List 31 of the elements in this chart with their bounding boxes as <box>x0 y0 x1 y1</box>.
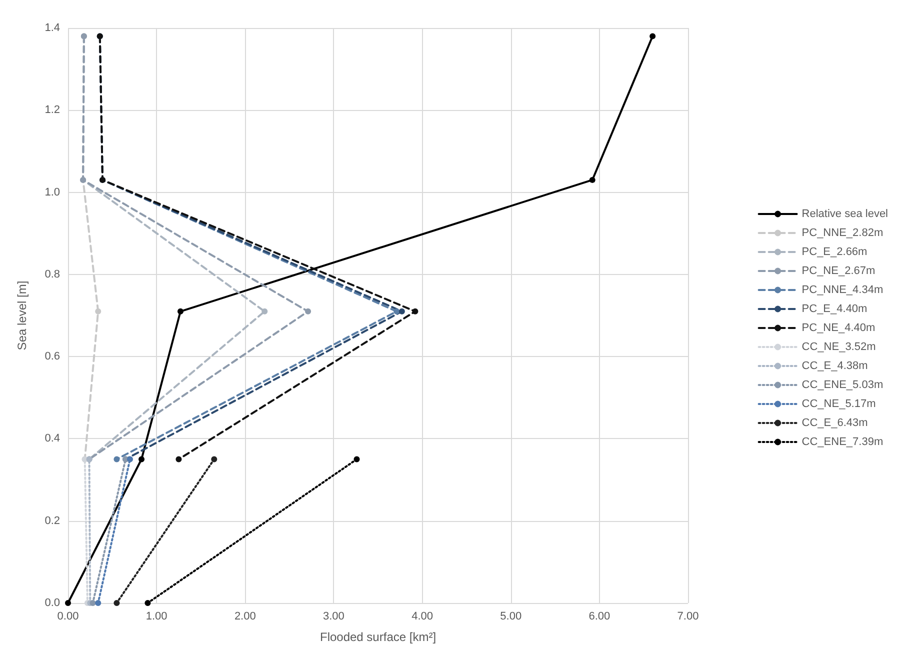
x-tick-label: 4.00 <box>412 610 433 622</box>
y-tick-label: 1.2 <box>44 104 60 116</box>
x-tick-label: 2.00 <box>234 610 256 622</box>
legend-label: CC_NE_5.17m <box>802 398 876 410</box>
legend-label: CC_E_6.43m <box>802 417 868 429</box>
y-tick-label: 0.0 <box>44 597 60 609</box>
y-tick-label: 0.4 <box>44 432 60 445</box>
y-tick-label: 1.4 <box>44 22 60 34</box>
legend-label: PC_NNE_2.82m <box>802 227 884 239</box>
legend-label: CC_ENE_7.39m <box>802 436 884 448</box>
legend-label: PC_NE_4.40m <box>802 322 876 334</box>
legend-label: PC_E_2.66m <box>802 246 868 258</box>
y-tick-label: 0.6 <box>44 350 60 363</box>
x-tick-label: 1.00 <box>146 610 168 622</box>
legend-label: PC_NE_2.67m <box>802 265 876 277</box>
y-tick-label: 1.0 <box>44 186 60 198</box>
x-tick-label: 3.00 <box>323 610 344 622</box>
legend-label: CC_E_4.38m <box>802 360 868 372</box>
x-tick-label: 6.00 <box>588 610 610 622</box>
legend-label: PC_E_4.40m <box>802 303 868 315</box>
x-axis-title: Flooded surface [km²] <box>320 630 436 644</box>
x-tick-label: 5.00 <box>500 610 522 622</box>
legend-label: CC_ENE_5.03m <box>802 379 884 391</box>
y-axis-title: Sea level [m] <box>15 280 29 350</box>
x-tick-label: 0.00 <box>57 610 79 622</box>
y-tick-label: 0.8 <box>44 268 60 280</box>
y-tick-label: 0.2 <box>44 514 60 527</box>
legend-label: CC_NE_3.52m <box>802 341 876 353</box>
legend-label: PC_NNE_4.34m <box>802 284 884 296</box>
x-tick-label: 7.00 <box>677 610 699 622</box>
legend-label: Relative sea level <box>802 208 888 220</box>
